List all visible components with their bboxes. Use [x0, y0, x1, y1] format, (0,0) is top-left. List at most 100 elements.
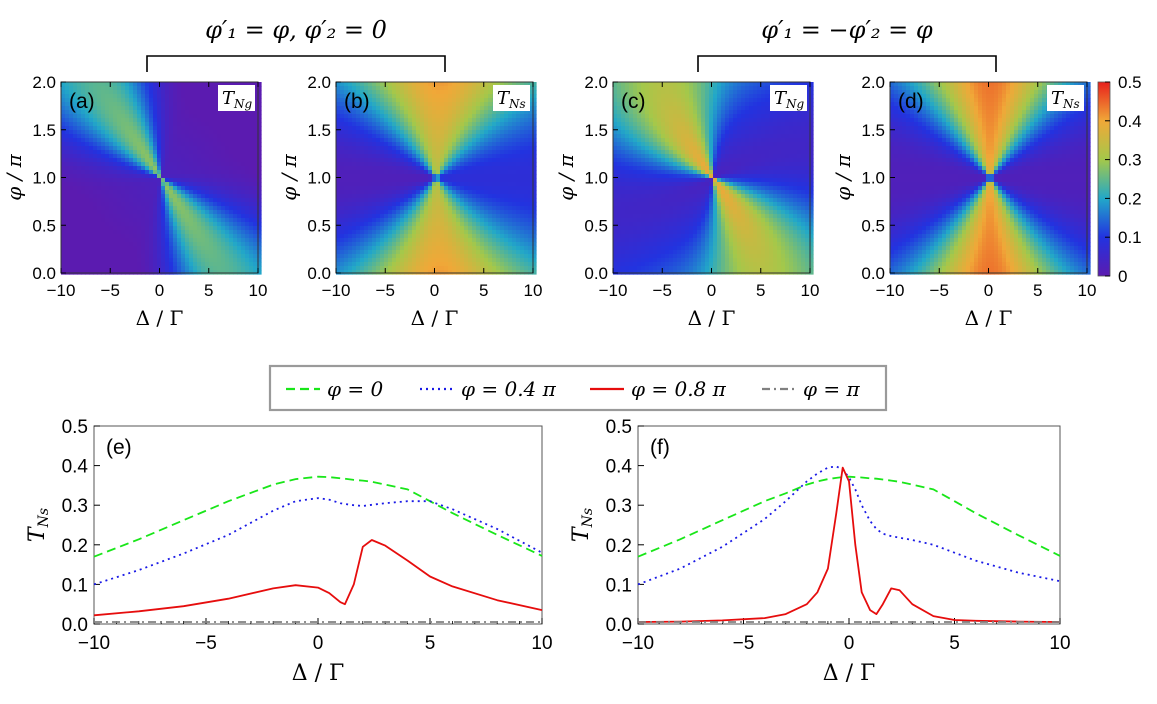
heatmap-cell	[121, 198, 126, 203]
heatmap-cell	[169, 118, 174, 123]
heatmap-cell	[153, 154, 158, 159]
heatmap-cell	[356, 246, 361, 251]
heatmap-cell	[233, 206, 238, 211]
heatmap-cell	[420, 90, 425, 95]
heatmap-cell	[500, 142, 505, 147]
heatmap-cell	[508, 142, 513, 147]
heatmap-cell	[344, 150, 349, 155]
heatmap-cell	[436, 266, 441, 271]
heatmap-cell	[340, 190, 345, 195]
heatmap-cell	[440, 270, 445, 275]
heatmap-cell	[177, 146, 182, 151]
heatmap-cell	[125, 154, 130, 159]
heatmap-cell	[165, 178, 170, 183]
heatmap-cell	[153, 218, 158, 223]
heatmap-cell	[384, 94, 389, 99]
heatmap-cell	[137, 182, 142, 187]
heatmap-cell	[177, 250, 182, 255]
heatmap-cell	[177, 126, 182, 131]
heatmap-cell	[404, 182, 409, 187]
heatmap-cell	[217, 158, 222, 163]
heatmap-cell	[121, 206, 126, 211]
heatmap-cell	[149, 218, 154, 223]
heatmap-cell	[404, 254, 409, 259]
heatmap-cell	[237, 142, 242, 147]
heatmap-cell	[412, 170, 417, 175]
heatmap-cell	[237, 150, 242, 155]
heatmap-cell	[428, 250, 433, 255]
heatmap-cell	[157, 150, 162, 155]
heatmap-cell	[448, 158, 453, 163]
heatmap-cell	[181, 130, 186, 135]
heatmap-cell	[245, 138, 250, 143]
heatmap-cell	[93, 262, 98, 267]
heatmap-cell	[392, 110, 397, 115]
heatmap-cell	[65, 130, 70, 135]
heatmap-cell	[368, 90, 373, 95]
heatmap-cell	[448, 226, 453, 231]
heatmap-cell	[428, 154, 433, 159]
heatmap-cell	[93, 138, 98, 143]
heatmap-cell	[472, 214, 477, 219]
heatmap-cell	[85, 226, 90, 231]
heatmap-cell	[245, 254, 250, 259]
heatmap-cell	[85, 106, 90, 111]
heatmap-cell	[141, 198, 146, 203]
heatmap-cell	[516, 202, 521, 207]
heatmap-cell	[617, 154, 622, 159]
heatmap-cell	[456, 210, 461, 215]
heatmap-cell	[532, 130, 537, 135]
heatmap-cell	[464, 198, 469, 203]
heatmap-cell	[408, 266, 413, 271]
heatmap-cell	[253, 138, 258, 143]
heatmap-cell	[400, 250, 405, 255]
heatmap-cell	[496, 238, 501, 243]
heatmap-cell	[149, 118, 154, 123]
heatmap-cell	[125, 270, 130, 275]
heatmap-cell	[348, 242, 353, 247]
heatmap-cell	[177, 158, 182, 163]
heatmap-cell	[221, 210, 226, 215]
heatmap-cell	[360, 258, 365, 263]
heatmap-cell	[368, 234, 373, 239]
heatmap-cell	[121, 226, 126, 231]
heatmap-cell	[480, 266, 485, 271]
heatmap-cell	[424, 130, 429, 135]
heatmap-cell	[452, 262, 457, 267]
heatmap-cell	[141, 218, 146, 223]
heatmap-cell	[524, 110, 529, 115]
heatmap-cell	[173, 158, 178, 163]
heatmap-cell	[153, 102, 158, 107]
heatmap-cell	[153, 118, 158, 123]
heatmap-cell	[528, 134, 533, 139]
heatmap-cell	[356, 218, 361, 223]
heatmap-cell	[468, 170, 473, 175]
heatmap-cell	[85, 178, 90, 183]
heatmap-cell	[161, 226, 166, 231]
heatmap-cell	[448, 242, 453, 247]
heatmap-cell	[105, 186, 110, 191]
heatmap-cell	[125, 174, 130, 179]
heatmap-cell	[420, 238, 425, 243]
heatmap-cell	[476, 138, 481, 143]
heatmap-cell	[528, 246, 533, 251]
heatmap-cell	[245, 114, 250, 119]
heatmap-cell	[424, 106, 429, 111]
heatmap-cell	[336, 210, 341, 215]
heatmap-cell	[440, 186, 445, 191]
heatmap-cell	[617, 158, 622, 163]
heatmap-cell	[344, 118, 349, 123]
heatmap-cell	[336, 82, 341, 87]
heatmap-cell	[213, 158, 218, 163]
heatmap-cell	[149, 98, 154, 103]
heatmap-cell	[496, 210, 501, 215]
heatmap-cell	[245, 222, 250, 227]
heatmap-cell	[613, 170, 618, 175]
heatmap-cell	[408, 218, 413, 223]
heatmap-cell	[416, 154, 421, 159]
heatmap-cell	[468, 106, 473, 111]
heatmap-cell	[93, 270, 98, 275]
heatmap-cell	[428, 126, 433, 131]
heatmap-cell	[69, 226, 74, 231]
heatmap-cell	[364, 126, 369, 131]
